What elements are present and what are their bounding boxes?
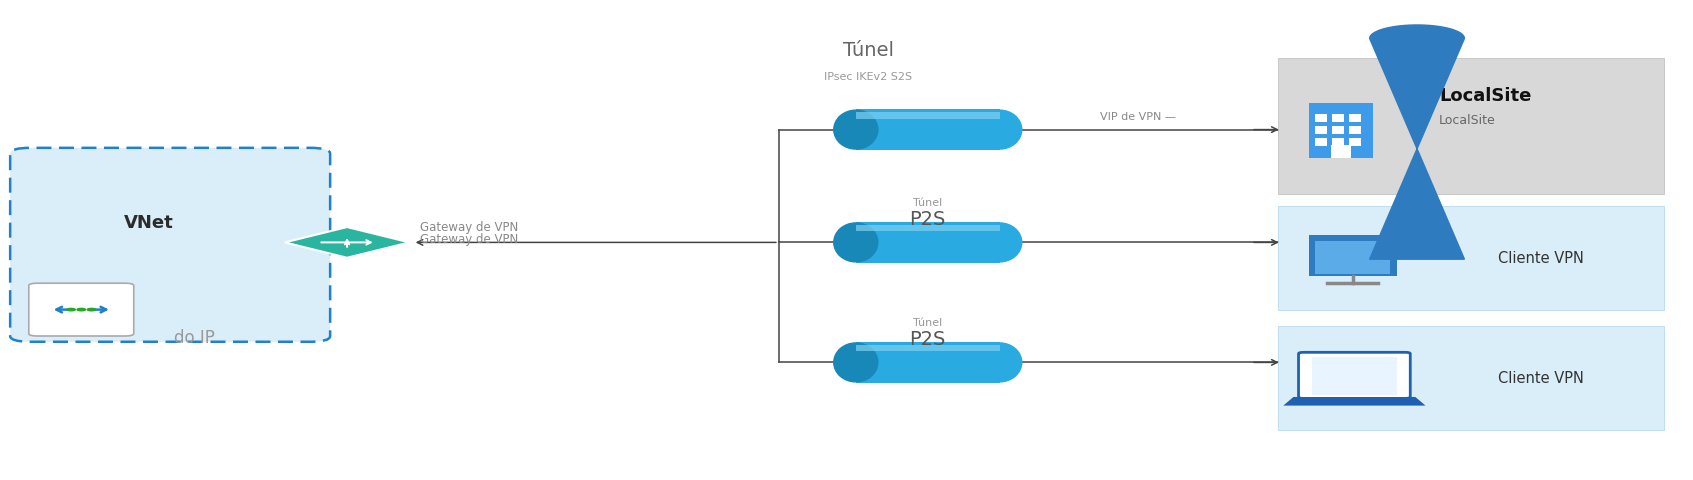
- Bar: [1315, 138, 1327, 146]
- Text: Gateway de VPN: Gateway de VPN: [420, 233, 518, 247]
- FancyBboxPatch shape: [1278, 58, 1664, 194]
- Bar: [1332, 138, 1344, 146]
- Circle shape: [88, 309, 95, 311]
- FancyBboxPatch shape: [29, 283, 134, 336]
- Bar: [857, 222, 999, 263]
- Bar: [1332, 126, 1344, 134]
- Circle shape: [78, 309, 85, 311]
- Text: VNet: VNet: [124, 214, 174, 232]
- Ellipse shape: [833, 109, 879, 150]
- Bar: [1349, 114, 1361, 122]
- Text: Gateway de VPN: Gateway de VPN: [420, 221, 518, 235]
- Text: P2S: P2S: [909, 330, 946, 349]
- Polygon shape: [284, 227, 410, 258]
- Bar: [857, 345, 999, 351]
- Bar: [1349, 126, 1361, 134]
- Bar: [1309, 103, 1373, 158]
- Bar: [1312, 357, 1397, 395]
- Text: Cliente VPN: Cliente VPN: [1498, 371, 1583, 386]
- Bar: [1315, 241, 1390, 274]
- Text: LocalSite: LocalSite: [1439, 87, 1532, 105]
- Bar: [1309, 235, 1397, 276]
- Bar: [1349, 138, 1361, 146]
- Ellipse shape: [833, 222, 879, 263]
- Circle shape: [68, 309, 76, 311]
- FancyBboxPatch shape: [1278, 206, 1664, 310]
- Bar: [857, 109, 999, 150]
- Ellipse shape: [833, 342, 879, 383]
- Text: IPsec IKEv2 S2S: IPsec IKEv2 S2S: [824, 72, 913, 82]
- Bar: [1332, 114, 1344, 122]
- Bar: [1331, 145, 1351, 158]
- Text: LocalSite: LocalSite: [1439, 113, 1497, 127]
- Bar: [857, 225, 999, 231]
- Polygon shape: [1283, 397, 1426, 406]
- Text: Túnel: Túnel: [913, 318, 943, 328]
- Bar: [1315, 126, 1327, 134]
- Text: Túnel: Túnel: [913, 198, 943, 208]
- Text: do IP: do IP: [174, 329, 215, 348]
- Bar: [857, 112, 999, 119]
- FancyBboxPatch shape: [1299, 352, 1410, 398]
- Bar: [1315, 114, 1327, 122]
- FancyBboxPatch shape: [1278, 326, 1664, 430]
- FancyBboxPatch shape: [10, 148, 330, 342]
- Text: P2S: P2S: [909, 210, 946, 229]
- Text: VIP de VPN —: VIP de VPN —: [1100, 112, 1175, 122]
- Bar: [857, 342, 999, 383]
- Polygon shape: [1370, 25, 1464, 259]
- Circle shape: [1387, 224, 1448, 241]
- Text: Cliente VPN: Cliente VPN: [1498, 251, 1583, 266]
- Text: Túnel: Túnel: [843, 41, 894, 60]
- Ellipse shape: [977, 222, 1023, 263]
- Ellipse shape: [977, 342, 1023, 383]
- Ellipse shape: [977, 109, 1023, 150]
